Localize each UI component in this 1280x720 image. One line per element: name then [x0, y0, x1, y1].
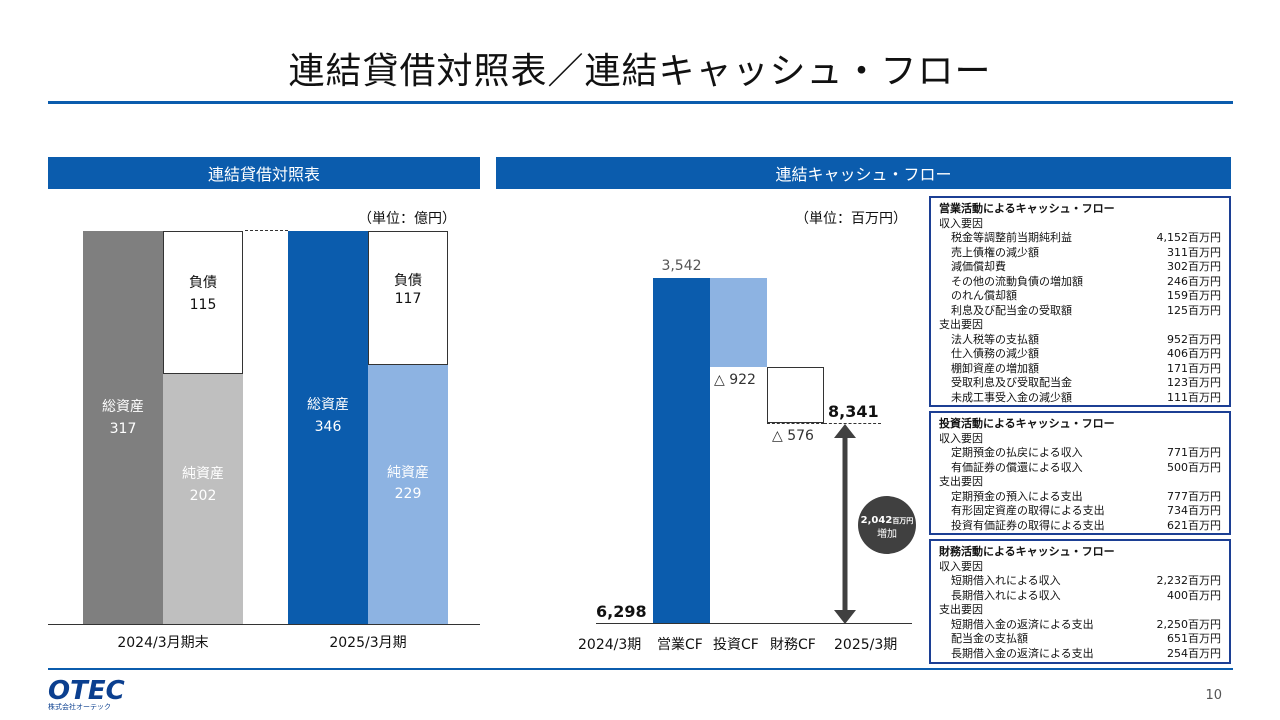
cf-x-label-investing: 投資CF [713, 637, 759, 653]
bs-connector-line [245, 230, 288, 231]
list-item: 利息及び配当金の受取額 125百万円 [951, 303, 1221, 317]
bs-2025-total-assets-label: 総資産 346 [288, 394, 368, 439]
bs-2025-total-label: 総資産 [307, 397, 349, 413]
financing-cf-title: 財務活動によるキャッシュ・フロー [939, 545, 1115, 558]
list-item: 法人税等の支払額 952百万円 [951, 332, 1221, 346]
cf-increase-label: 増加 [877, 529, 897, 540]
bs-2024-liab-value: 115 [189, 297, 217, 314]
cf-increase-arrow-icon [834, 424, 856, 624]
list-item: 定期預金の預入による支出 777百万円 [951, 489, 1221, 503]
financing-in-label: 収入要因 [939, 559, 983, 573]
list-item: のれん償却額 159百万円 [951, 289, 1221, 302]
financing-cf-box: 財務活動によるキャッシュ・フロー 収入要因 短期借入れによる収入 2,232百万円… [929, 539, 1231, 664]
investing-out-label: 支出要因 [939, 475, 983, 488]
list-item: 長期借入金の返済による支出 254百万円 [951, 646, 1221, 660]
list-item: 有形固定資産の取得による支出 734百万円 [951, 504, 1221, 517]
list-item: 未成工事受入金の減少額 111百万円 [951, 390, 1221, 404]
cf-start-value: 6,298 [596, 602, 647, 621]
list-item: 短期借入金の返済による支出 2,250百万円 [951, 617, 1221, 631]
bs-2024-equity-label: 純資産 202 [163, 463, 243, 508]
bs-2024-liabilities-label: 負債 115 [163, 272, 243, 317]
bs-baseline [48, 624, 480, 625]
list-item: 有価証券の償還による収入 500百万円 [951, 460, 1221, 474]
cf-increase-badge: 2,042百万円 増加 [858, 496, 916, 554]
investing-in-label: 収入要因 [939, 431, 983, 445]
bs-2025-liabilities-label: 負債 117 [368, 272, 448, 308]
bs-unit-label: （単位：億円） [358, 211, 456, 227]
cf-bar-financing [767, 423, 824, 424]
list-item: 定期預金の払戻による収入 771百万円 [951, 446, 1221, 459]
cf-bar-operating [710, 278, 767, 367]
list-item: 税金等調整前当期純利益 4,152百万円 [951, 231, 1221, 244]
cf-section-header: 連結キャッシュ・フロー [496, 157, 1231, 189]
operating-cf-box: 営業活動によるキャッシュ・フロー 収入要因 税金等調整前当期純利益 4,152百万… [929, 196, 1231, 407]
list-item: 減価償却費 302百万円 [951, 260, 1221, 273]
investing-cf-box: 投資活動によるキャッシュ・フロー 収入要因 定期預金の払戻による収入 771百万円… [929, 411, 1231, 535]
page-number: 10 [1205, 688, 1222, 703]
investing-cf-title: 投資活動によるキャッシュ・フロー [939, 417, 1115, 430]
cf-x-label-start: 2024/3期 [578, 637, 642, 653]
cf-investing-value: △ 922 [714, 372, 756, 388]
bs-section-header: 連結貸借対照表 [48, 157, 480, 189]
bs-2025-equity-label: 純資産 229 [368, 463, 448, 505]
bs-2025-liabilities-bar [368, 231, 448, 365]
footer-divider [48, 668, 1233, 670]
operating-cf-title: 営業活動によるキャッシュ・フロー [939, 202, 1115, 215]
bs-2024-total-assets-bar [83, 231, 163, 624]
bs-2024-liab-label: 負債 [189, 275, 217, 291]
list-item: 売上債権の減少額 311百万円 [951, 245, 1221, 259]
list-item: 短期借入れによる収入 2,232百万円 [951, 574, 1221, 587]
cf-bar-start-and-operating [653, 278, 710, 623]
bs-2025-liab-label: 負債 [394, 273, 422, 289]
logo-text: OTEC [48, 676, 125, 706]
cf-end-level-line [824, 423, 881, 424]
bs-2024-total-value: 317 [109, 421, 137, 438]
list-item: 受取利息及び受取配当金 123百万円 [951, 376, 1221, 389]
list-item: 配当金の支払額 651百万円 [951, 632, 1221, 645]
cf-x-label-operating: 営業CF [657, 637, 703, 653]
cf-increase-unit: 百万円 [892, 517, 914, 525]
bs-x-label-2024: 2024/3月期末 [117, 635, 209, 651]
bs-2025-eq-value: 229 [394, 486, 422, 502]
list-item: 長期借入れによる収入 400百万円 [951, 588, 1221, 602]
bs-2025-total-value: 346 [314, 419, 342, 436]
bs-2024-liabilities-bar [163, 231, 243, 374]
list-item: 投資有価証券の取得による支出 621百万円 [951, 518, 1221, 532]
bs-2024-total-label: 総資産 [102, 399, 144, 415]
title-divider [48, 101, 1233, 104]
bs-2025-liab-value: 117 [394, 291, 422, 308]
bs-2024-eq-label: 純資産 [182, 466, 224, 482]
cf-bar-investing [767, 367, 824, 423]
cf-increase-value: 2,042 [860, 515, 893, 526]
logo-subtext: 株式会社オーテック [48, 703, 111, 711]
cf-operating-value: 3,542 [661, 258, 702, 274]
cf-x-label-end: 2025/3期 [834, 637, 898, 653]
cf-financing-value: △ 576 [772, 428, 814, 444]
bs-2024-equity-bar [163, 374, 243, 624]
operating-out-label: 支出要因 [939, 318, 983, 331]
bs-2024-total-assets-label: 総資産 317 [83, 396, 163, 441]
bs-2025-eq-label: 純資産 [387, 465, 429, 481]
company-logo: OTEC 株式会社オーテック [48, 676, 125, 712]
bs-x-label-2025: 2025/3月期 [329, 635, 407, 651]
cf-baseline [596, 623, 912, 624]
operating-in-label: 収入要因 [939, 216, 983, 230]
list-item: 棚卸資産の増加額 171百万円 [951, 361, 1221, 375]
list-item: 仕入債務の減少額 406百万円 [951, 347, 1221, 360]
cf-x-label-financing: 財務CF [770, 637, 816, 653]
financing-out-label: 支出要因 [939, 603, 983, 616]
cf-unit-label: （単位：百万円） [795, 211, 907, 227]
bs-2025-total-assets-bar [288, 231, 368, 624]
bs-2024-eq-value: 202 [189, 488, 217, 505]
list-item: その他の流動負債の増加額 246百万円 [951, 274, 1221, 288]
page-title: 連結貸借対照表／連結キャッシュ・フロー [288, 51, 992, 92]
bs-2025-equity-bar [368, 365, 448, 624]
cf-end-value: 8,341 [828, 402, 879, 421]
